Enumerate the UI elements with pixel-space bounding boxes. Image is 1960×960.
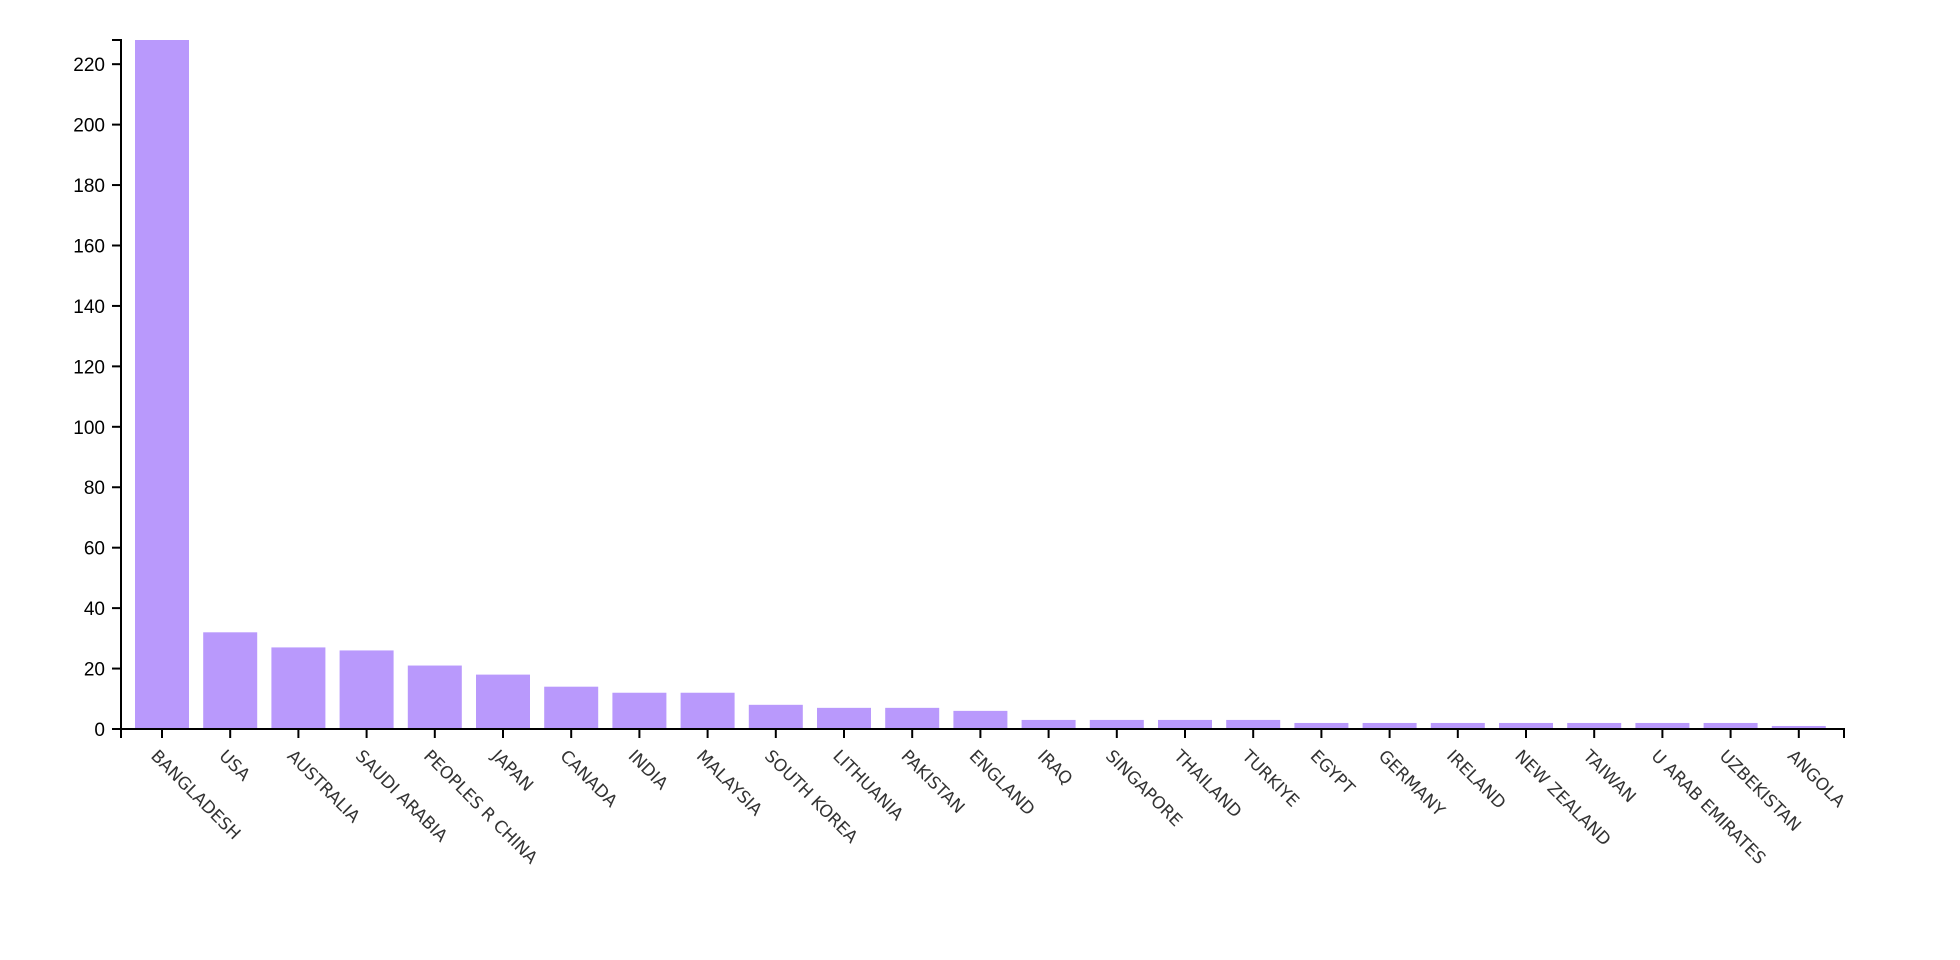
y-tick-label: 180 xyxy=(73,176,105,197)
bars-layer xyxy=(135,40,1826,729)
bar-bangladesh xyxy=(135,40,189,729)
y-tick-label: 160 xyxy=(73,236,105,257)
bar-new-zealand xyxy=(1499,722,1553,729)
bar-egypt xyxy=(1294,722,1349,729)
y-axis-ticks: 0 20 40 60 80 100 120 140 160 180 200 220 xyxy=(73,55,121,741)
bar-peoples-r-china xyxy=(407,665,462,729)
x-tick-label: IRAQ xyxy=(1033,746,1076,789)
axes-layer xyxy=(112,39,1845,738)
bar-germany xyxy=(1362,722,1417,729)
bar-thailand xyxy=(1158,719,1212,729)
bar-saudi-arabia xyxy=(339,650,394,729)
x-tick-label: TAIWAN xyxy=(1578,746,1639,807)
bar-lithuania xyxy=(817,707,871,729)
bar-malaysia xyxy=(680,692,735,729)
x-tick-label: PEOPLES R CHINA xyxy=(419,746,541,868)
x-tick-label: GERMANY xyxy=(1374,746,1449,821)
y-tick-label: 60 xyxy=(84,539,105,560)
y-axis-line xyxy=(112,39,122,738)
y-tick-label: 140 xyxy=(73,297,105,318)
x-tick-label: U ARAB EMIRATES xyxy=(1647,746,1769,868)
x-tick-label: EGYPT xyxy=(1306,746,1359,799)
bar-usa xyxy=(203,632,258,729)
x-tick-label: INDIA xyxy=(624,746,672,794)
bar-turkiye xyxy=(1226,719,1281,729)
x-tick-label: MALAYSIA xyxy=(692,746,766,820)
x-tick-label: ENGLAND xyxy=(965,746,1038,819)
x-tick-label: USA xyxy=(215,746,254,785)
y-tick-label: 120 xyxy=(73,357,105,378)
bar-australia xyxy=(271,647,326,729)
bar-taiwan xyxy=(1567,722,1622,729)
bar-japan xyxy=(476,674,530,729)
y-tick-label: 0 xyxy=(94,720,105,741)
y-tick-label: 40 xyxy=(84,599,105,620)
bar-iraq xyxy=(1021,719,1076,729)
x-tick-label: TURKIYE xyxy=(1237,746,1303,812)
bar-singapore xyxy=(1089,719,1144,729)
bar-south-korea xyxy=(748,704,803,729)
bar-uzbekistan xyxy=(1703,722,1758,729)
bar-canada xyxy=(544,686,599,729)
y-tick-label: 20 xyxy=(84,660,105,681)
bar-ireland xyxy=(1430,722,1485,729)
bar-india xyxy=(612,692,667,729)
x-tick-label: CANADA xyxy=(556,746,622,812)
bar-england xyxy=(953,710,1008,729)
y-tick-label: 100 xyxy=(73,418,105,439)
bar-pakistan xyxy=(885,707,940,729)
y-tick-label: 80 xyxy=(84,478,105,499)
x-axis-line xyxy=(121,728,1845,738)
x-tick-label: IRELAND xyxy=(1442,746,1509,813)
x-tick-label: PAKISTAN xyxy=(897,746,969,818)
y-tick-label: 220 xyxy=(73,55,105,76)
x-tick-label: JAPAN xyxy=(487,746,537,796)
y-tick-label: 200 xyxy=(73,116,105,137)
x-tick-label: ANGOLA xyxy=(1783,746,1849,812)
bar-u-arab-emirates xyxy=(1635,722,1690,729)
bar-angola xyxy=(1771,725,1826,729)
